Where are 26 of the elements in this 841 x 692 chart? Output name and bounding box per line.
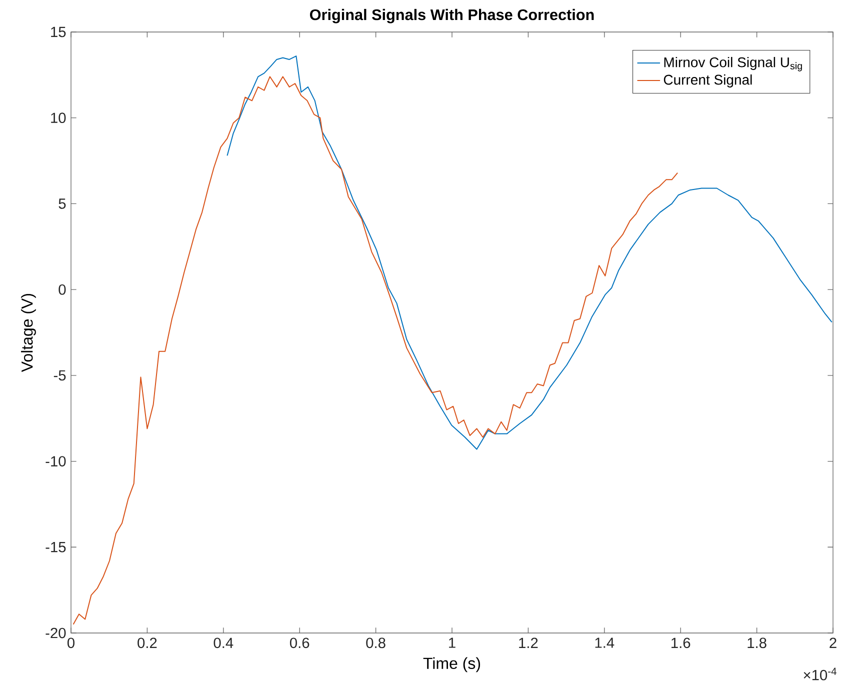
y-tick-label: 10: [51, 112, 66, 124]
x-tick-label: 0.8: [366, 638, 386, 648]
y-axis-title: Voltage (V): [21, 294, 36, 372]
legend-label: Current Signal: [664, 74, 752, 88]
text: ×10$^{-4}$: [804, 668, 836, 680]
x-tick-label: 1.8: [748, 638, 766, 648]
y-tick-label: 15: [51, 26, 66, 38]
x-tick-label: 1: [449, 638, 456, 648]
y-tick-label: 5: [58, 198, 66, 209]
line-series: [226, 56, 832, 450]
x-tick-label: 0.2: [138, 638, 157, 648]
x-tick-label: 0.4: [214, 638, 234, 648]
x-tick-label: 2: [830, 638, 836, 648]
legend-label: Mirnov Coil Signal U$_{sig}$: [664, 56, 802, 72]
y-tick-label: -20: [46, 628, 66, 638]
x-axis-title: Time (s): [423, 657, 480, 672]
x-tick-label: 0.6: [290, 638, 310, 648]
chart-title: Original Signals With Phase Correction: [310, 8, 594, 24]
y-tick-label: -10: [46, 456, 66, 466]
x-tick-label: 0: [67, 638, 74, 648]
y-tick-label: -15: [46, 542, 66, 552]
y-tick-label: -5: [54, 370, 66, 381]
y-tick-label: 0: [58, 284, 66, 295]
x-tick-label: 1.2: [519, 638, 538, 648]
x-tick-label: 1.6: [672, 638, 690, 648]
x-tick-label: 1.4: [595, 638, 614, 648]
